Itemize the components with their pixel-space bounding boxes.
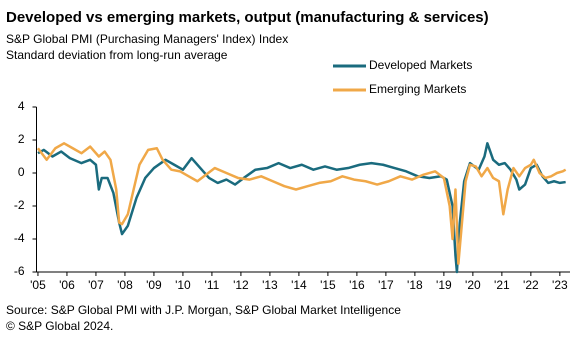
chart-title: Developed vs emerging markets, output (m… — [6, 9, 489, 26]
copyright: © S&P Global 2024. — [6, 319, 113, 333]
y-tick-label: -6 — [14, 264, 25, 278]
x-tick-label: '12 — [233, 278, 249, 292]
x-tick-label: '20 — [465, 278, 481, 292]
x-tick-label: '18 — [407, 278, 423, 292]
x-tick-label: '13 — [262, 278, 278, 292]
x-tick-label: '07 — [88, 278, 104, 292]
x-tick-label: '06 — [59, 278, 75, 292]
x-tick-label: '17 — [378, 278, 394, 292]
series-line — [37, 142, 566, 274]
x-tick-label: '10 — [175, 278, 191, 292]
subtitle: Standard deviation from long-run average — [6, 48, 228, 62]
x-tick-label: '14 — [291, 278, 307, 292]
legend-label: Developed Markets — [369, 58, 472, 72]
x-tick-label: '15 — [320, 278, 336, 292]
y-tick-label: 0 — [18, 165, 25, 179]
series-line — [36, 142, 567, 265]
y-tick-label: 4 — [18, 99, 25, 113]
x-tick-label: '05 — [30, 278, 46, 292]
y-tick-label: -4 — [14, 231, 25, 245]
x-tick-label: '16 — [349, 278, 365, 292]
source: Source: S&P Global PMI with J.P. Morgan,… — [6, 303, 401, 317]
x-tick-label: '22 — [523, 278, 539, 292]
x-tick-label: '11 — [205, 278, 220, 292]
legend-label: Emerging Markets — [369, 82, 466, 96]
y-tick-label: 2 — [18, 132, 25, 146]
x-tick-label: '21 — [494, 278, 510, 292]
x-tick-label: '23 — [552, 278, 568, 292]
x-tick-label: '19 — [436, 278, 452, 292]
y-tick-label: -2 — [14, 198, 25, 212]
x-tick-label: '08 — [117, 278, 133, 292]
x-tick-label: '09 — [146, 278, 162, 292]
subtitle: S&P Global PMI (Purchasing Managers' Ind… — [6, 32, 288, 46]
